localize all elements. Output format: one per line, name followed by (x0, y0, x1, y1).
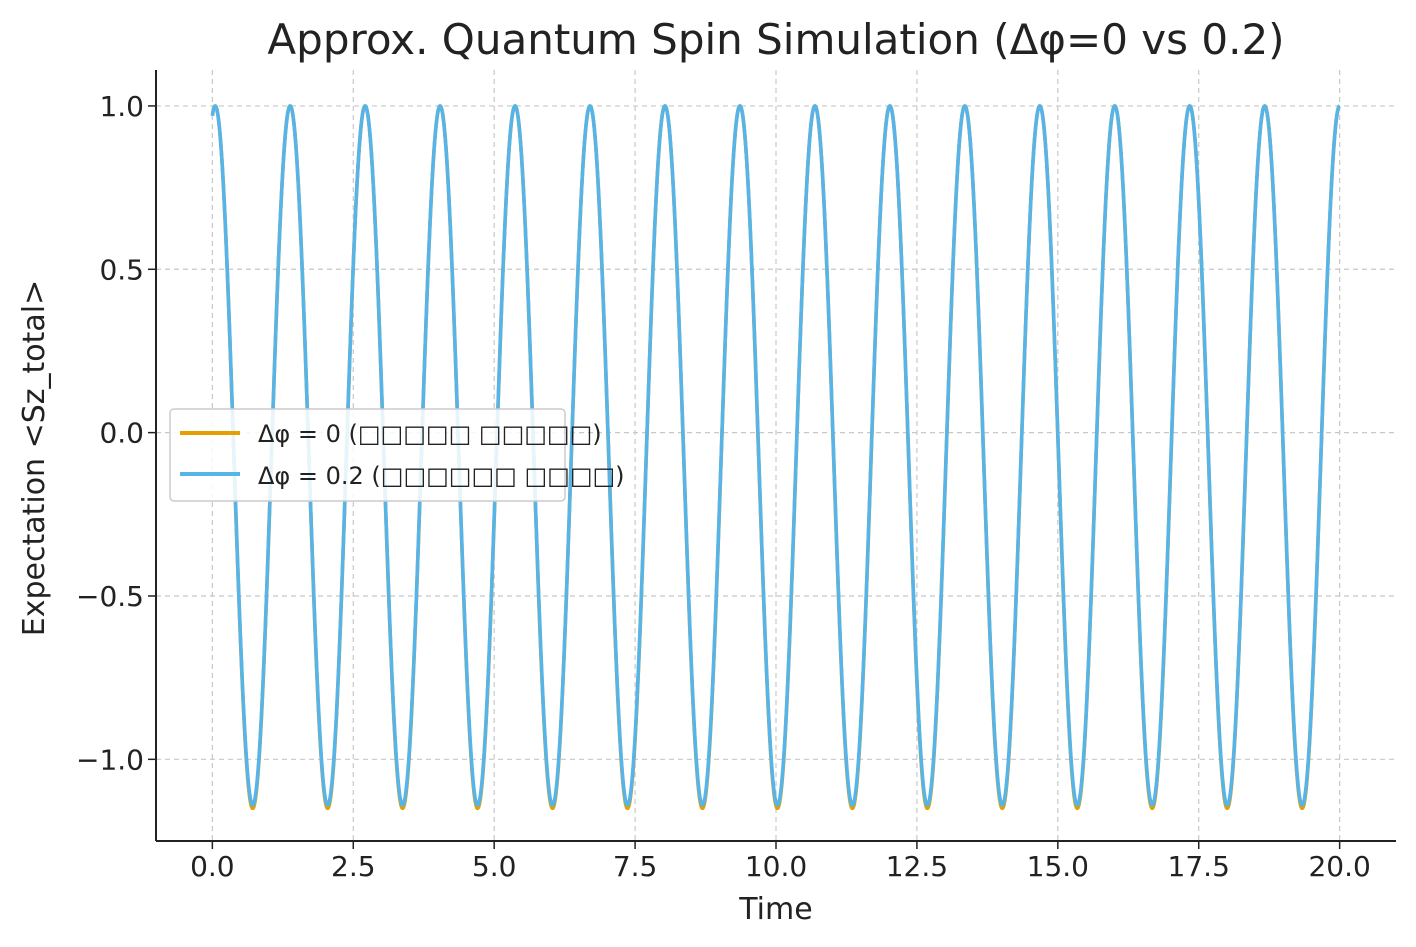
x-tick-label: 20.0 (1308, 850, 1370, 883)
series-layer (210, 104, 1341, 811)
x-tick-label: 17.5 (1168, 850, 1230, 883)
x-tick-label: 0.0 (190, 850, 235, 883)
legend-label-series-0: Δφ = 0 (□□□□□ □□□□□) (258, 420, 602, 448)
y-tick-label: 0.5 (99, 253, 144, 286)
series-line-1 (210, 104, 1341, 807)
y-tick-label: −1.0 (76, 743, 144, 776)
x-tick-label: 15.0 (1027, 850, 1089, 883)
chart-title: Approx. Quantum Spin Simulation (Δφ=0 vs… (267, 15, 1284, 64)
x-tick-label: 7.5 (613, 850, 658, 883)
x-tick-label: 12.5 (886, 850, 948, 883)
legend-box (169, 408, 566, 502)
x-ticks: 0.0 2.5 5.0 7.5 10.0 12.5 15.0 17.5 20.0 (190, 841, 1371, 883)
y-ticks: 1.0 0.5 0.0 −0.5 −1.0 (76, 90, 156, 776)
x-tick-label: 2.5 (331, 850, 376, 883)
legend: Δφ = 0 (□□□□□ □□□□□) Δφ = 0.2 (□□□□□□ □□… (169, 408, 625, 502)
y-axis-label: Expectation <Sz_total> (17, 280, 52, 637)
y-tick-label: 1.0 (99, 90, 144, 123)
x-tick-label: 10.0 (745, 850, 807, 883)
y-tick-label: 0.0 (99, 417, 144, 450)
x-axis-label: Time (738, 892, 812, 927)
y-tick-label: −0.5 (76, 580, 144, 613)
x-tick-label: 5.0 (472, 850, 517, 883)
legend-label-series-1: Δφ = 0.2 (□□□□□□ □□□□) (258, 462, 625, 490)
